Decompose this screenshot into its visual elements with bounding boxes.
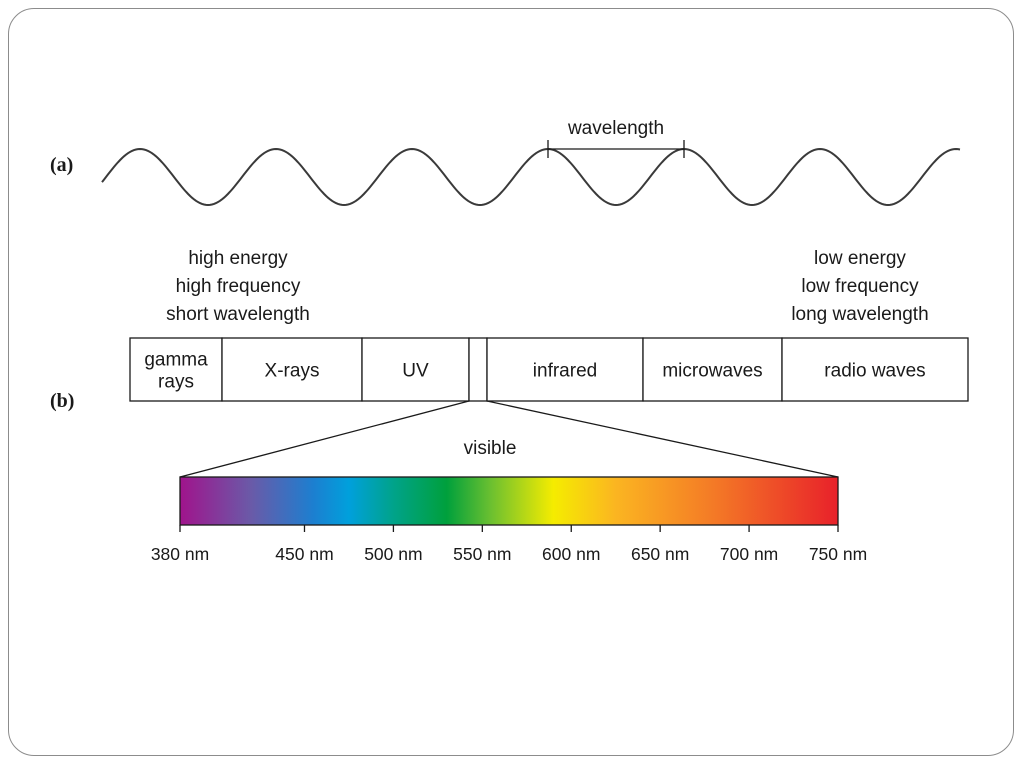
visible-spectrum-bar [179,476,839,526]
band-label-microwaves: microwaves [662,361,762,382]
wavelength-label: wavelength [567,118,664,139]
high-frequency-text: high frequency [176,276,301,297]
band-label-radio-waves: radio waves [824,361,925,382]
tick-label-550: 550 nm [453,544,511,564]
tick-label-380: 380 nm [151,544,209,564]
panel-a-label: (a) [50,154,73,176]
low-energy-text: low energy [814,248,906,269]
band-cell-infrared [486,337,644,402]
band-label-infrared: infrared [533,361,597,382]
band-label-uv: UV [402,361,429,382]
high-energy-text: high energy [188,248,288,269]
low-frequency-text: low frequency [801,276,919,297]
tick-label-750: 750 nm [809,544,867,564]
long-wavelength-text: long wavelength [791,304,928,325]
band-cell-radio-waves [781,337,969,402]
low-energy-caption: low energy low frequency long wavelength [791,248,928,325]
band-cell-x-rays [221,337,363,402]
band-cell-microwaves [642,337,783,402]
panel-b-label: (b) [50,390,74,412]
sine-wave [101,147,961,207]
band-cell-uv [361,337,470,402]
band-cell-visible-gap [468,337,488,402]
band-label-x-rays: X-rays [265,361,320,382]
visible-zoom-line-left [179,400,470,478]
tick-label-500: 500 nm [364,544,422,564]
visible-spectrum-ticks: 380 nm 450 nm 500 nm 550 nm 600 nm 650 nm 700 … [151,525,867,564]
band-label-gamma-rays: rays [158,372,194,393]
band-label-gamma-rays: gamma [144,350,208,371]
band-cell-gamma-rays [129,337,223,402]
visible-zoom-line-right [486,400,839,478]
tick-label-650: 650 nm [631,544,689,564]
tick-label-450: 450 nm [275,544,333,564]
visible-label: visible [464,438,517,459]
short-wavelength-text: short wavelength [166,304,310,325]
tick-label-700: 700 nm [720,544,778,564]
wavelength-marker: wavelength [547,118,685,158]
high-energy-caption: high energy high frequency short wavelen… [166,248,310,325]
tick-label-600: 600 nm [542,544,600,564]
